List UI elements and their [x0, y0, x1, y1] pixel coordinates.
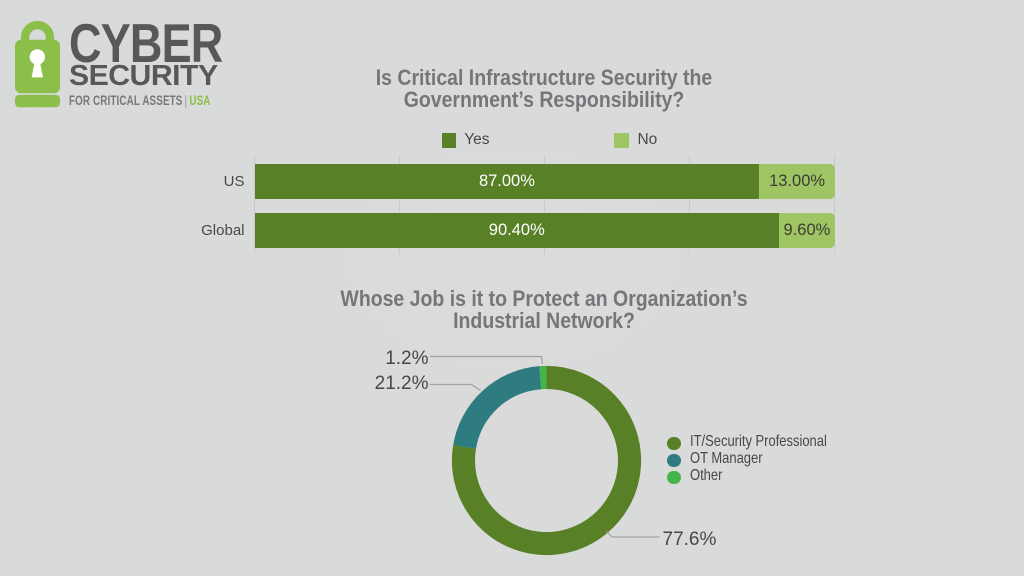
donut-slice-it-security-professional [451, 365, 642, 556]
logo-tagline: FOR CRITICAL ASSETS | USA [69, 94, 211, 108]
donut-legend-label: Other [690, 467, 723, 484]
bar-segment-global-no: 9.60% [779, 213, 835, 248]
logo: CYBER SECURITY FOR CRITICAL ASSETS | USA [0, 0, 260, 120]
bar-legend-swatch-yes [441, 133, 457, 148]
donut-legend-item-it-security-professional: IT/Security Professional [667, 433, 847, 453]
donut-chart-title-line2: Industrial Network? [453, 308, 635, 334]
logo-word-cyber: CYBER [69, 12, 223, 74]
donut-chart-title: Whose Job is it to Protect an Organizati… [279, 285, 810, 334]
donut-value-label-other: 1.2% [385, 347, 429, 369]
bar-segment-us-no: 13.00% [759, 164, 835, 199]
bar-chart-gridline-25 [399, 155, 401, 254]
logo-region: USA [189, 93, 211, 109]
bar-segment-global-yes: 90.40% [254, 213, 780, 248]
leader-line-ot-manager [430, 383, 481, 391]
bar-legend-swatch-no [614, 133, 629, 148]
padlock-icon [15, 20, 60, 108]
bar-legend-label-no: No [637, 131, 658, 148]
donut-chart-title-line1: Whose Job is it to Protect an Organizati… [340, 285, 748, 311]
donut-legend-item-ot-manager: OT Manager [667, 450, 847, 470]
bar-chart-gridline-75 [689, 155, 691, 254]
logo-separator: | [184, 93, 188, 109]
bar-legend-item-no: No [614, 131, 674, 148]
bar-legend-item-yes: Yes [441, 131, 502, 148]
logo-tagline-text: FOR CRITICAL ASSETS [69, 93, 183, 109]
donut-legend-item-other: Other [667, 467, 847, 487]
donut-legend-label: OT Manager [690, 450, 763, 467]
donut-value-label-it-security: 77.6% [662, 529, 717, 551]
bar-chart-title-line2: Government’s Responsibility? [403, 87, 685, 113]
donut-slice-ot-manager [453, 366, 542, 450]
donut-legend-dot [667, 436, 681, 451]
donut-legend-dot [667, 453, 681, 468]
bar-segment-us-yes: 87.00% [254, 164, 760, 199]
bar-row-global: 90.40% 9.60% [254, 213, 835, 248]
donut-legend-dot [667, 470, 681, 485]
bar-chart-gridline-50 [544, 155, 546, 254]
donut-value-label-ot-manager: 21.2% [374, 373, 429, 395]
leader-line-it-security [606, 531, 660, 538]
leader-line-other [430, 355, 544, 365]
bar-chart-gridline-0 [254, 155, 255, 254]
bar-chart-title: Is Critical Infrastructure Security the … [279, 64, 810, 113]
bar-chart-gridline-100 [834, 155, 836, 254]
bar-legend-label-yes: Yes [464, 131, 490, 148]
bar-row-us: 87.00% 13.00% [254, 164, 835, 199]
bar-category-label-global: Global [201, 222, 245, 239]
bar-category-label-us: US [223, 173, 245, 190]
logo-word-security: SECURITY [69, 60, 218, 92]
bar-chart-title-line1: Is Critical Infrastructure Security the [375, 64, 713, 90]
donut-legend-label: IT/Security Professional [690, 433, 827, 450]
